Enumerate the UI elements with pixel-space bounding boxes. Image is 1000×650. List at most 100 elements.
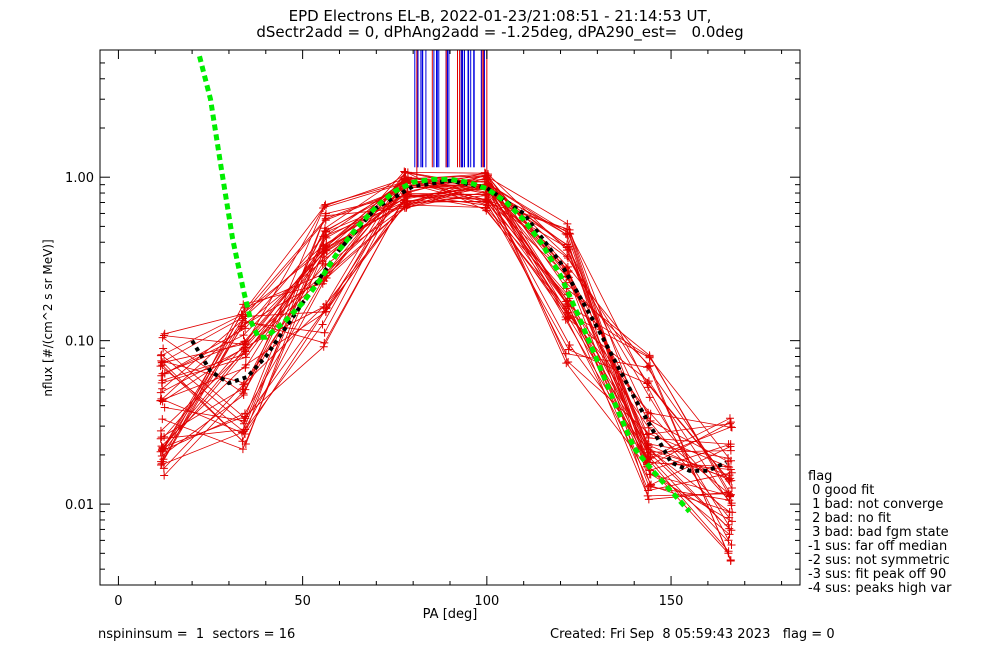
red-trace-marker <box>643 491 652 500</box>
red-trace-marker <box>322 304 331 313</box>
red-trace <box>162 181 729 541</box>
red-trace-marker <box>402 175 411 184</box>
red-trace <box>161 173 732 468</box>
red-trace-marker <box>241 414 250 423</box>
red-trace-marker <box>563 230 572 239</box>
footer-right: Created: Fri Sep 8 05:59:43 2023 flag = … <box>550 627 835 642</box>
red-trace-marker <box>724 489 733 498</box>
red-trace <box>161 187 732 461</box>
red-trace-marker <box>158 358 167 367</box>
red-trace-marker <box>160 432 169 441</box>
red-trace-marker <box>319 248 328 257</box>
red-trace-marker <box>726 440 735 449</box>
red-trace-marker <box>238 437 247 446</box>
red-trace-marker <box>241 430 250 439</box>
legend-item: -1 sus: far off median <box>808 539 948 554</box>
red-trace-marker <box>160 329 169 338</box>
fit-curve <box>197 55 692 514</box>
red-trace <box>162 183 729 500</box>
red-trace-marker <box>727 468 736 477</box>
x-tick-label: 0 <box>114 594 122 609</box>
red-trace-marker <box>726 465 735 474</box>
red-trace-marker <box>563 219 572 228</box>
red-trace-marker <box>724 536 733 545</box>
red-trace-marker <box>156 426 165 435</box>
red-trace-marker <box>726 418 735 427</box>
red-trace-marker <box>238 445 247 454</box>
red-trace-marker <box>561 349 570 358</box>
plot-frame <box>99 49 801 586</box>
red-trace-marker <box>642 430 651 439</box>
red-trace-marker <box>645 482 654 491</box>
red-trace-marker <box>158 333 167 342</box>
red-trace-marker <box>237 322 246 331</box>
red-trace-marker <box>319 342 328 351</box>
red-trace-marker <box>319 204 328 213</box>
red-trace <box>162 176 731 486</box>
red-trace <box>160 186 729 554</box>
legend-item: -3 sus: fit peak off 90 <box>808 567 947 582</box>
red-trace-marker <box>321 216 330 225</box>
red-trace-marker <box>320 253 329 262</box>
red-trace-marker <box>159 344 168 353</box>
red-trace-marker <box>158 369 167 378</box>
red-trace-marker <box>725 530 734 539</box>
chart-subtitle: dSectr2add = 0, dPhAng2add = -1.25deg, d… <box>256 23 744 41</box>
red-trace-marker <box>563 296 572 305</box>
chart-title: EPD Electrons EL-B, 2022-01-23/21:08:51 … <box>288 7 712 25</box>
legend-item: 1 bad: not converge <box>808 497 944 512</box>
y-tick-label: 0.10 <box>65 335 94 350</box>
red-trace-marker <box>727 540 736 549</box>
red-trace-marker <box>158 415 167 424</box>
x-tick-label: 100 <box>474 594 499 609</box>
red-trace-marker <box>561 229 570 238</box>
red-trace-marker <box>322 227 331 236</box>
red-trace-marker <box>157 459 166 468</box>
x-tick-label: 50 <box>294 594 311 609</box>
red-trace-marker <box>723 488 732 497</box>
red-trace-marker <box>724 549 733 558</box>
red-trace-marker <box>726 555 735 564</box>
red-trace-marker <box>645 393 654 402</box>
red-trace <box>163 199 731 453</box>
red-trace-marker <box>725 508 734 517</box>
red-trace-marker <box>484 201 493 210</box>
red-trace-marker <box>239 389 248 398</box>
legend-title: flag <box>808 469 833 484</box>
red-trace <box>163 187 729 552</box>
footer-left: nspininsum = 1 sectors = 16 <box>98 627 296 642</box>
red-trace <box>163 179 732 561</box>
red-trace-marker <box>565 341 574 350</box>
red-trace-marker <box>644 445 653 454</box>
x-axis-label: PA [deg] <box>423 607 478 622</box>
red-trace-marker <box>158 384 167 393</box>
red-trace-marker <box>159 455 168 464</box>
red-trace-marker <box>320 328 329 337</box>
red-trace-marker <box>646 409 655 418</box>
red-trace-marker <box>644 383 653 392</box>
red-trace-marker <box>239 340 248 349</box>
red-trace-marker <box>156 351 165 360</box>
red-trace <box>161 195 729 497</box>
red-trace-marker <box>318 320 327 329</box>
legend-item: 2 bad: no fit <box>808 511 892 526</box>
legend-item: 0 good fit <box>808 483 875 498</box>
red-trace-marker <box>644 495 653 504</box>
red-trace-marker <box>645 351 654 360</box>
legend-item: -4 sus: peaks high var <box>808 581 952 596</box>
red-trace-marker <box>157 394 166 403</box>
red-trace-marker <box>401 200 410 209</box>
red-trace-marker <box>400 168 409 177</box>
red-traces <box>156 167 737 566</box>
red-trace-marker <box>158 444 167 453</box>
red-trace-marker <box>564 302 573 311</box>
red-trace-marker <box>481 191 490 200</box>
axes: 0 50 100 150 0.01 0.10 1.00 <box>65 49 800 609</box>
x-tick-label: 150 <box>659 594 684 609</box>
red-trace-marker <box>727 483 736 492</box>
red-trace <box>161 186 730 468</box>
legend-item: 3 bad: bad fgm state <box>808 525 949 540</box>
red-trace-marker <box>239 331 248 340</box>
red-trace-marker <box>564 345 573 354</box>
red-trace-marker <box>239 419 248 428</box>
